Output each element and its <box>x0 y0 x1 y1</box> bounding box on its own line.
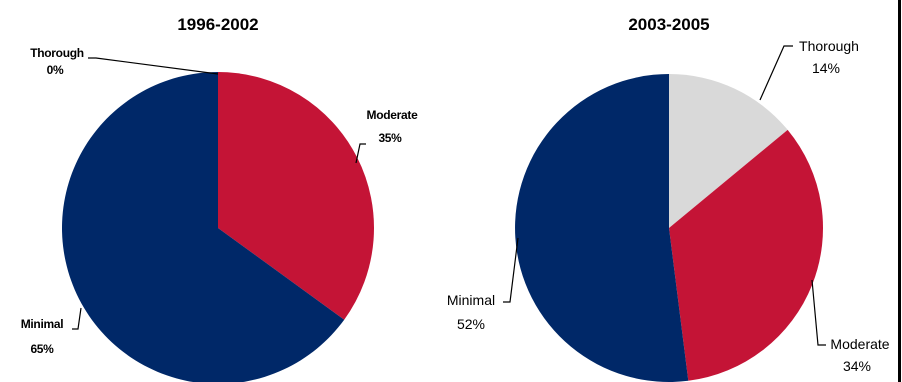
right-edge-border <box>898 0 901 382</box>
chart-1-title: 1996-2002 <box>177 15 258 34</box>
chart-2-thorough-label: Thorough <box>799 38 859 54</box>
chart-2-thorough-pct: 14% <box>812 60 840 76</box>
chart-2-minimal-label: Minimal <box>447 292 495 308</box>
pie-chart-1996-2002: 1996-2002 Thorough 0% Moderate 35% Minim… <box>21 15 418 382</box>
chart-1-moderate-pct: 35% <box>378 131 402 145</box>
chart-1-minimal-leader <box>72 307 82 330</box>
pie-slice-thorough <box>669 74 788 228</box>
chart-1-minimal-label: Minimal <box>21 317 64 331</box>
chart-1-slices <box>62 72 375 382</box>
chart-1-moderate-leader <box>355 143 366 164</box>
chart-1-thorough-label: Thorough <box>30 46 84 60</box>
chart-2-minimal-leader <box>503 237 519 303</box>
chart-1-minimal-pct: 65% <box>30 342 54 356</box>
chart-1-moderate-label: Moderate <box>367 108 419 122</box>
pie-slice-moderate <box>218 72 375 320</box>
chart-2-title: 2003-2005 <box>628 15 709 34</box>
chart-2-moderate-label: Moderate <box>830 336 889 352</box>
chart-2-minimal-pct: 52% <box>457 316 485 332</box>
chart-2-moderate-pct: 34% <box>843 358 871 374</box>
pie-slice-minimal <box>62 72 345 382</box>
chart-2-thorough-leader <box>759 45 793 101</box>
pie-slice-moderate <box>669 129 824 381</box>
chart-1-thorough-pct: 0% <box>47 63 64 77</box>
pie-slice-minimal <box>515 74 689 382</box>
chart-2-slices <box>515 74 824 382</box>
pie-chart-2003-2005: 2003-2005 Thorough 14% Moderate 34% Mini… <box>447 15 890 382</box>
chart-1-thorough-leader <box>88 57 219 75</box>
chart-2-moderate-leader <box>811 279 826 346</box>
